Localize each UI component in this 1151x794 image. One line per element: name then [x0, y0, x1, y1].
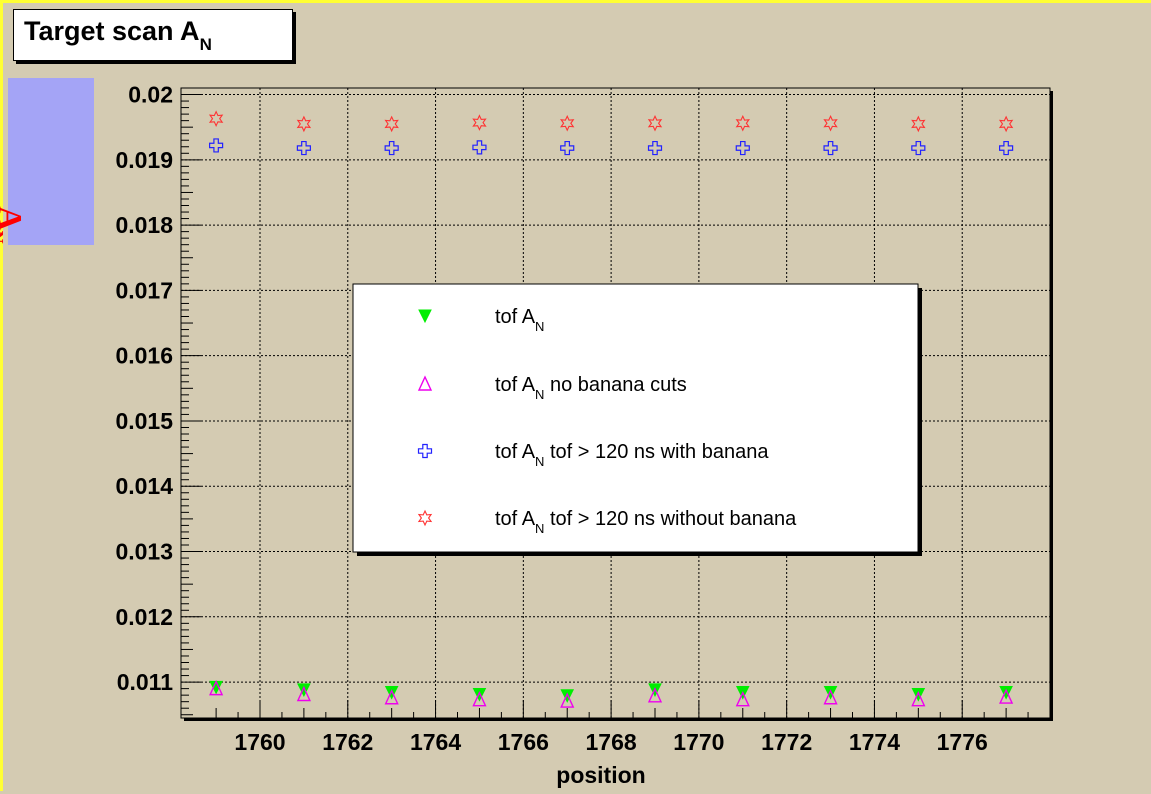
y-tick-label: 0.014 — [115, 473, 173, 499]
chart-title-box: Target scan AN — [13, 9, 293, 61]
series-2-markers — [209, 138, 1014, 156]
series-3-markers — [208, 110, 1014, 133]
series-3-point — [560, 114, 575, 132]
legend-label-text: tof A — [495, 508, 536, 530]
series-0-point — [911, 687, 926, 702]
series-2-point — [999, 140, 1014, 156]
series-3-point — [823, 114, 838, 132]
series-2-point — [472, 140, 487, 155]
x-tick-label: 1766 — [498, 729, 549, 755]
legend-label-text: tof A — [495, 374, 536, 396]
legend-label-3: tof AN tof > 120 ns without banana — [495, 508, 797, 536]
y-tick-label: 0.018 — [115, 212, 173, 238]
series-1-point — [296, 685, 311, 702]
y-tick-label: 0.02 — [128, 82, 173, 108]
series-1-point — [823, 689, 838, 705]
y-tick-label: 0.013 — [115, 539, 173, 565]
series-1-point — [209, 679, 224, 696]
series-1-point — [472, 691, 487, 707]
series-1-point — [911, 691, 926, 707]
x-tick-label: 1770 — [673, 729, 724, 755]
series-0-point — [823, 686, 838, 700]
x-tick-label: 1772 — [761, 729, 812, 755]
series-2-point — [647, 140, 663, 156]
chart-title-subscript: N — [199, 35, 212, 55]
x-tick-label: 1774 — [849, 729, 900, 755]
legend-label-0: tof AN — [495, 306, 544, 334]
legend-label-subscript: N — [535, 319, 544, 334]
series-3-point — [472, 114, 487, 131]
series-3-point — [647, 114, 663, 132]
series-3-point — [735, 114, 750, 132]
legend-label-text: tof A — [495, 441, 536, 463]
x-tick-label: 1768 — [586, 729, 637, 755]
x-tick-label: 1762 — [322, 729, 373, 755]
y-tick-label: 0.015 — [115, 408, 173, 434]
series-2-point — [735, 140, 750, 156]
legend-label-subscript: N — [535, 454, 544, 469]
x-tick-label: 1776 — [937, 729, 988, 755]
legend-box — [352, 283, 919, 553]
y-tick-label: 0.017 — [115, 277, 173, 303]
y-tick-label: 0.019 — [115, 147, 173, 173]
series-3-point — [911, 115, 926, 133]
series-2-point — [384, 140, 399, 156]
series-2-point — [823, 140, 838, 156]
series-3-point — [296, 115, 312, 133]
series-1-point — [647, 687, 663, 703]
plot-svg: 1760 1762 1764 1766 1768 1770 1772 1774 1776 0.01… — [115, 82, 1053, 788]
x-tick-label: 1760 — [234, 729, 285, 755]
legend-label-text: tof A — [495, 306, 536, 328]
series-0-point — [472, 687, 487, 702]
series-0-markers — [209, 680, 1013, 703]
series-3-point — [998, 115, 1014, 133]
y-tick-label: 0.016 — [115, 343, 173, 369]
series-3-point — [208, 110, 224, 127]
y-tick-label: 0.012 — [115, 604, 173, 630]
legend-label-1: tof AN no banana cuts — [495, 374, 687, 402]
series-2-point — [209, 138, 224, 153]
x-tick-label: 1764 — [410, 729, 461, 755]
legend-label-subscript: N — [535, 521, 544, 536]
series-1-markers — [209, 679, 1014, 708]
series-0-point — [999, 686, 1013, 700]
legend-marker-0 — [418, 309, 432, 324]
series-3-point — [384, 115, 399, 133]
series-2-point — [911, 140, 926, 156]
legend-label-suffix: tof > 120 ns without banana — [544, 508, 797, 530]
series-0-point — [297, 683, 311, 698]
chart-title: Target scan A — [24, 16, 200, 46]
legend-label-subscript: N — [535, 387, 544, 402]
legend-label-suffix: no banana cuts — [544, 374, 686, 396]
series-0-point — [384, 686, 399, 700]
legend-label-suffix: tof > 120 ns with banana — [544, 441, 769, 463]
legend-marker-3 — [417, 509, 433, 527]
series-2-point — [560, 140, 575, 156]
series-1-point — [999, 688, 1014, 704]
x-axis-title: position — [556, 762, 645, 788]
series-1-point — [560, 692, 575, 708]
series-1-point — [384, 689, 399, 705]
legend-marker-2 — [417, 443, 433, 459]
series-0-point — [560, 689, 575, 703]
series-1-point — [735, 691, 750, 707]
series-2-point — [296, 140, 311, 156]
legend-label-2: tof AN tof > 120 ns with banana — [495, 441, 769, 469]
y-axis-title-box: AN — [0, 78, 94, 245]
legend-marker-1 — [417, 375, 433, 391]
y-tick-label: 0.011 — [117, 669, 173, 695]
